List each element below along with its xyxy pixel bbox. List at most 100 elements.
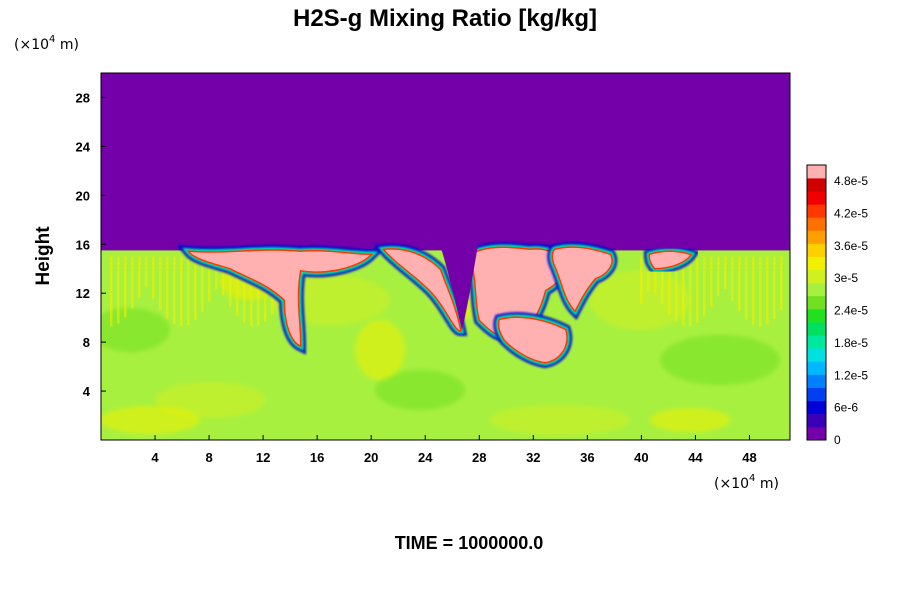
saturated-plume (553, 247, 612, 310)
wave-stripe (745, 256, 748, 320)
wave-stripe (640, 256, 643, 304)
plot-frame (100, 72, 791, 441)
colorbar-segment (807, 426, 826, 441)
colorbar-tick-label: 0 (834, 433, 841, 447)
x-tick-label: 12 (256, 450, 270, 465)
wave-stripe (229, 256, 232, 307)
wave-stripes (110, 252, 785, 327)
colorbar-segment (807, 178, 826, 192)
x-axis-unit: (×104 m) (714, 473, 779, 492)
wave-stripe (703, 256, 706, 317)
x-unit-prefix: (×10 (714, 476, 749, 492)
texture-blob (355, 320, 405, 380)
wave-stripe (668, 256, 671, 315)
wave-stripe (145, 256, 148, 288)
trough (440, 245, 478, 330)
colorbar-segment (807, 217, 826, 231)
texture-blob (101, 308, 170, 352)
wave-stripe (780, 256, 783, 311)
wave-stripe (647, 256, 650, 293)
colorbar-tick-label: 3e-5 (834, 271, 858, 285)
x-tick-label: 28 (472, 450, 486, 465)
wave-stripe (738, 256, 741, 312)
y-axis-label: Height (33, 226, 54, 286)
y-tick-label: 24 (76, 139, 91, 154)
wave-stripe (696, 256, 699, 323)
y-tick-label: 20 (76, 188, 90, 203)
wave-stripe (131, 256, 134, 309)
y-tick-label: 4 (83, 384, 91, 399)
y-tick-label: 12 (76, 286, 90, 301)
wave-stripe (717, 256, 720, 296)
y-tick-label: 16 (76, 237, 90, 252)
colorbar-segment (807, 413, 826, 428)
wave-stripe (152, 256, 155, 300)
colorbar-segment (807, 387, 826, 402)
saturated-plume (499, 318, 567, 362)
colorbar-tick-label: 1.8e-5 (834, 336, 868, 350)
colorbar-segment (807, 322, 826, 336)
y-unit-prefix: (×10 (14, 37, 49, 53)
y-unit-exponent: 4 (49, 34, 55, 45)
x-tick-label: 24 (418, 450, 433, 465)
texture-blob (101, 406, 200, 434)
wave-stripe (208, 256, 211, 302)
colorbar-segment (807, 400, 826, 415)
colorbar-frame (806, 164, 827, 441)
y-axis-unit: (×104 m) (14, 34, 79, 53)
x-tick-label: 48 (742, 450, 756, 465)
wave-stripe (682, 256, 685, 326)
wave-stripe (243, 256, 246, 323)
colorbar-segment (807, 335, 826, 349)
x-tick-label: 32 (526, 450, 540, 465)
colorbar-segment (807, 269, 826, 284)
wave-stripe (752, 256, 755, 325)
wave-stripe (236, 256, 239, 317)
saturated-plume (385, 249, 460, 330)
colorbar-segment (807, 348, 826, 362)
y-tick-label: 8 (83, 335, 90, 350)
wave-stripe (675, 256, 678, 322)
wave-stripe (250, 256, 253, 327)
texture-blob (650, 408, 730, 432)
wave-stripe (731, 256, 734, 301)
wave-stripe (689, 256, 692, 327)
colorbar-segment (807, 204, 826, 218)
wave-stripe (773, 256, 776, 319)
x-tick-label: 36 (580, 450, 594, 465)
texture-blob (490, 405, 630, 435)
x-tick-label: 4 (151, 450, 159, 465)
wave-stripe (180, 256, 183, 327)
x-unit-suffix: m) (755, 476, 779, 492)
colorbar-segment (807, 256, 826, 271)
colorbar-tick-label: 4.8e-5 (834, 174, 868, 188)
saturated-plume (470, 247, 570, 337)
colorbar-tick-label: 1.2e-5 (834, 368, 868, 382)
colorbar-segment (807, 282, 826, 297)
wave-stripe (138, 256, 141, 298)
wave-stripe (710, 256, 713, 308)
colorbar-segment (807, 374, 826, 388)
colorbar: 0 6e-6 1.2e-5 1.8e-5 2.4e-5 3e-5 3.6e-5 4.2e-5 4… (806, 164, 868, 447)
colorbar-tick-label: 2.4e-5 (834, 304, 868, 318)
chart-title: H2S-g Mixing Ratio [kg/kg] (293, 5, 597, 32)
wave-stripe (215, 256, 218, 290)
colorbar-segment (807, 243, 826, 257)
x-axis-ticks: 4 8 12 16 20 24 28 32 36 40 44 48 (151, 435, 757, 465)
interface-features (176, 241, 700, 369)
saturated-plume (190, 250, 370, 345)
field-top-layer (101, 73, 790, 251)
wave-stripe (173, 256, 176, 325)
x-tick-label: 16 (310, 450, 324, 465)
x-tick-label: 40 (634, 450, 648, 465)
wave-stripe (166, 256, 169, 319)
texture-blob (155, 382, 265, 418)
wave-stripe (766, 256, 769, 325)
wave-stripe (201, 256, 204, 312)
time-label: TIME = 1000000.0 (395, 533, 544, 553)
wave-stripe (222, 256, 225, 296)
wave-stripe (724, 256, 727, 289)
x-tick-label: 44 (688, 450, 703, 465)
colorbar-segment (807, 191, 826, 205)
colorbar-segment (807, 230, 826, 244)
